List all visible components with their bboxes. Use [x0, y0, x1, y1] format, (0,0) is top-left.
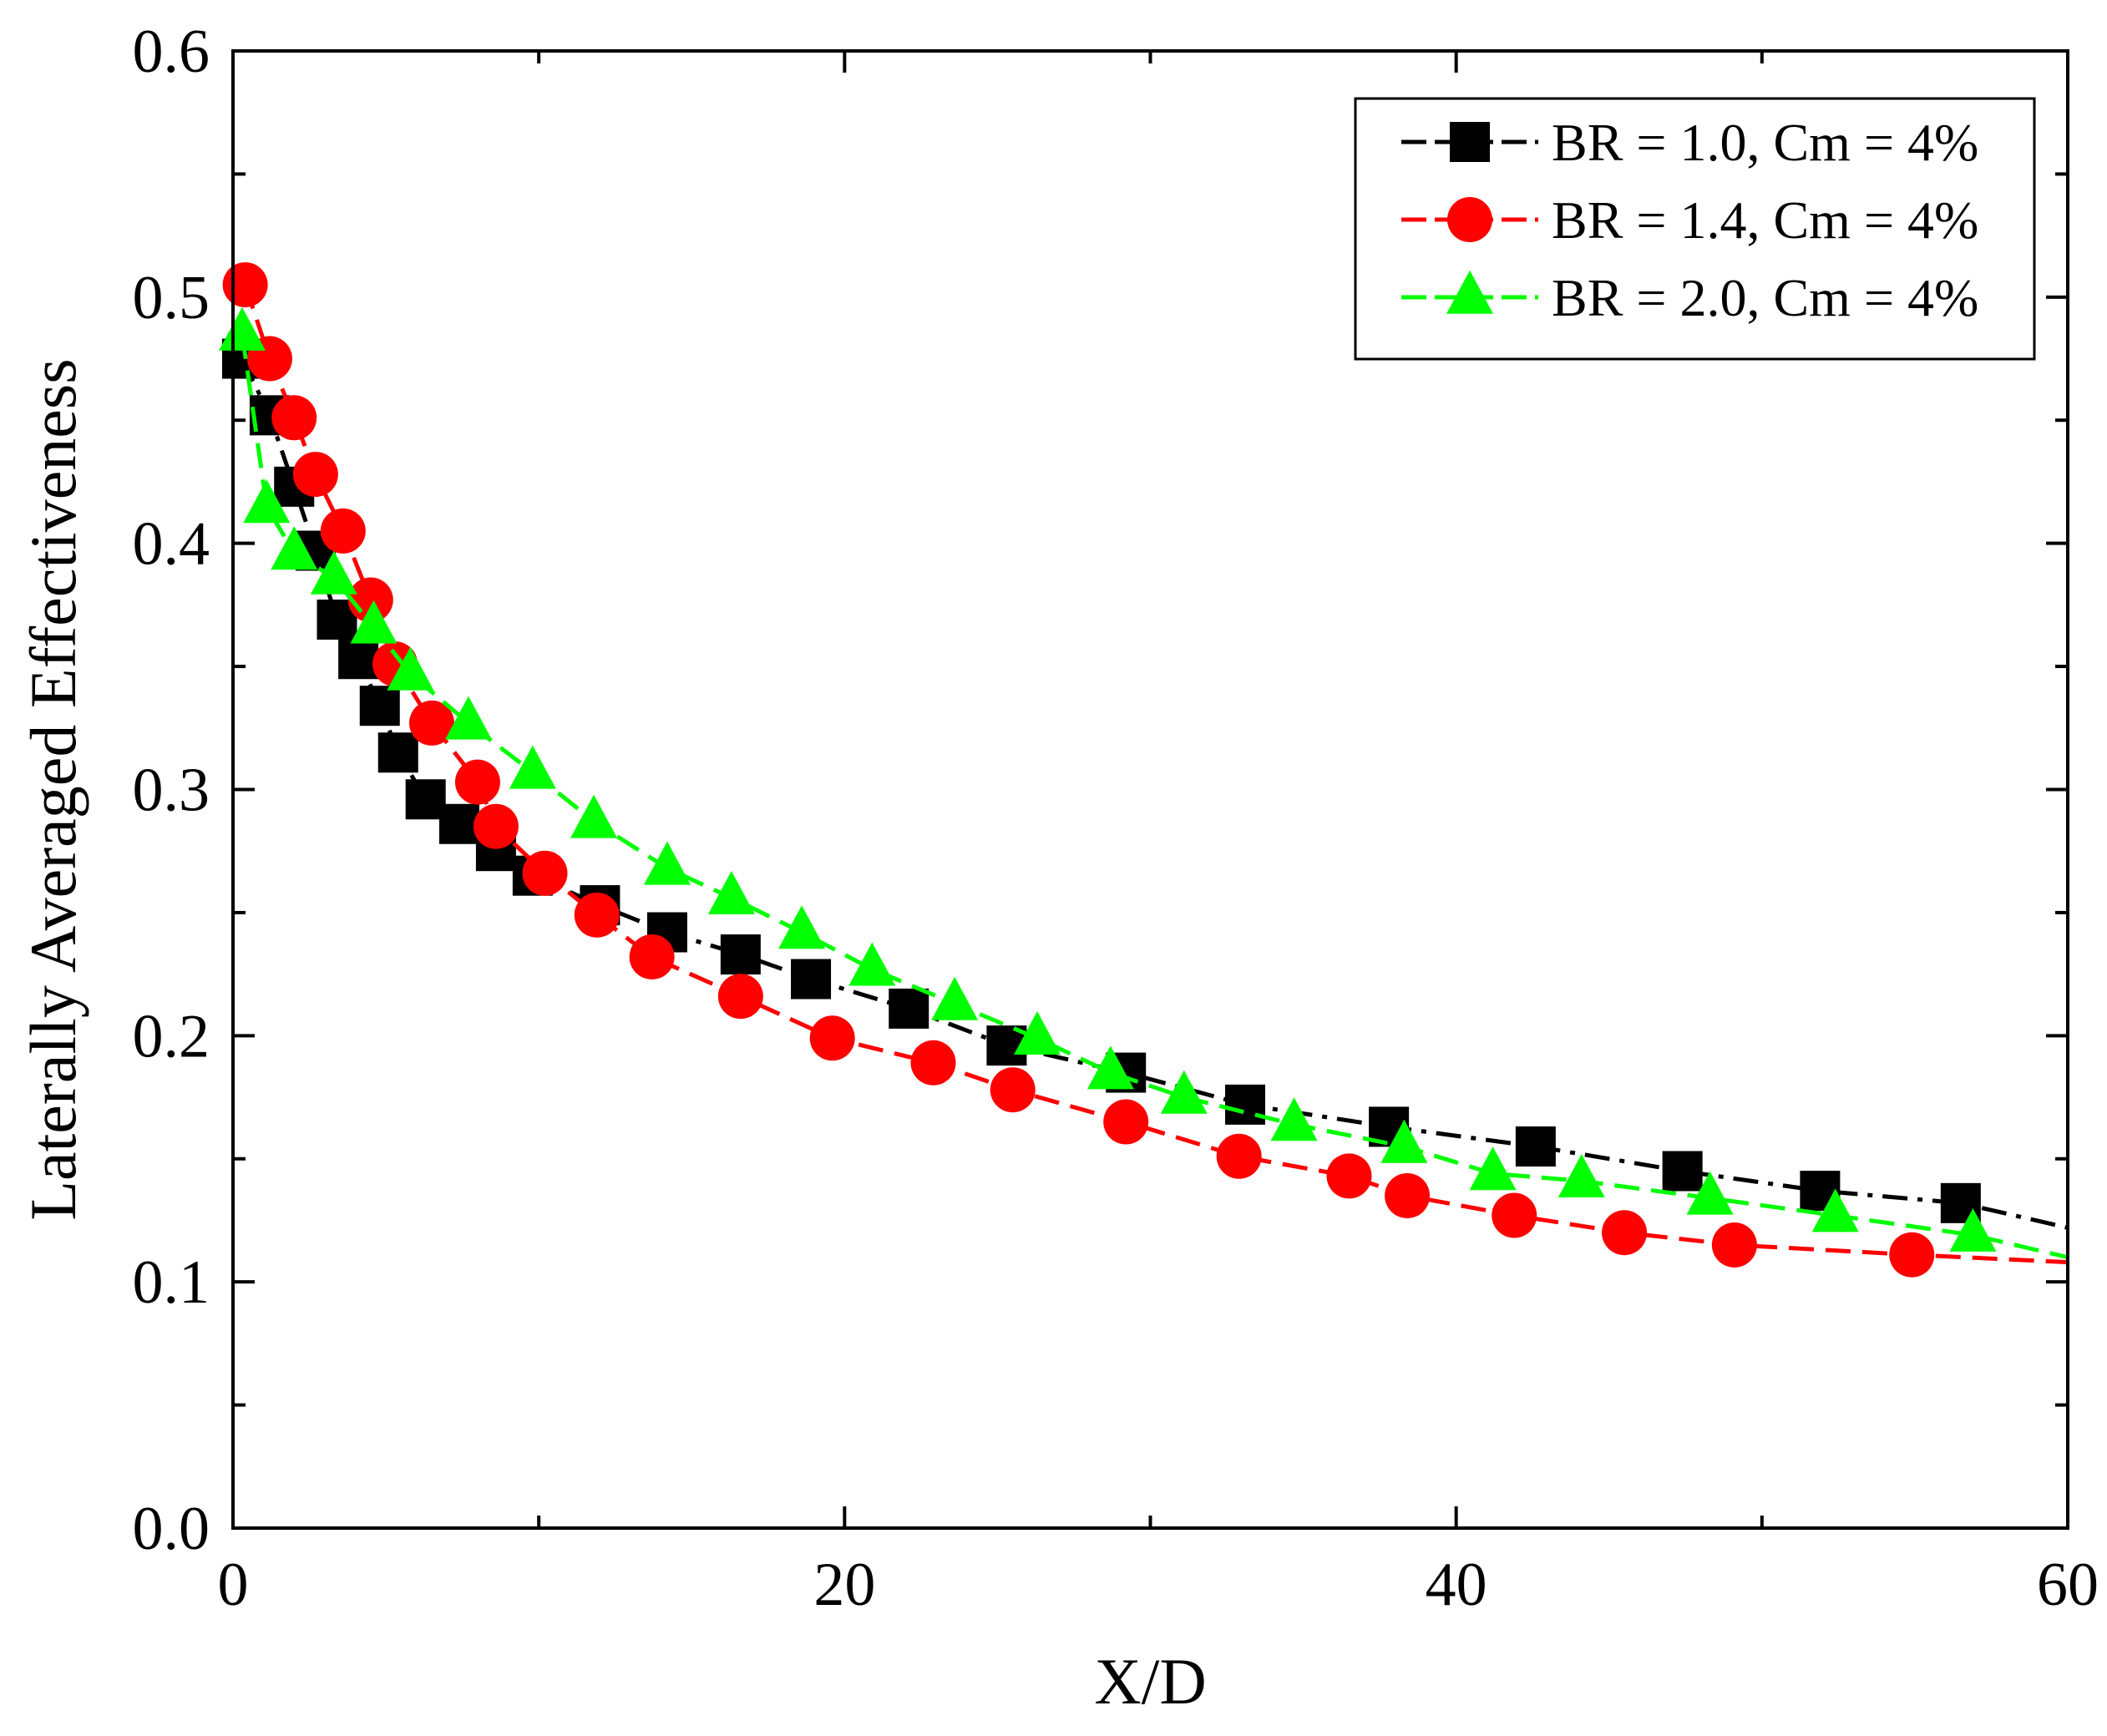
data-point — [574, 892, 620, 938]
data-point — [1515, 1126, 1556, 1167]
data-point — [409, 700, 455, 746]
data-point — [377, 732, 418, 773]
legend: BR = 1.0, Cm = 4% BR = 1.4, Cm = 4% BR = 2… — [1354, 97, 2036, 361]
data-point — [931, 976, 979, 1020]
data-point — [889, 988, 929, 1029]
x-tick-label: 60 — [2037, 1551, 2099, 1619]
y-tick-labels: 0.0 0.1 0.2 0.3 0.4 0.5 0.6 — [133, 18, 210, 1563]
x-axis-title: X/D — [1094, 1645, 1206, 1718]
plot-series — [218, 262, 2069, 1278]
data-point — [1686, 1171, 1734, 1215]
data-point — [1086, 1045, 1134, 1090]
data-point — [570, 794, 618, 838]
data-point — [1326, 1153, 1372, 1199]
data-point — [444, 696, 492, 740]
x-tick-label: 40 — [1426, 1551, 1487, 1619]
data-point — [778, 905, 826, 949]
y-tick-label: 0.2 — [133, 1002, 210, 1070]
data-point — [720, 934, 761, 975]
x-tick-label: 20 — [813, 1551, 875, 1619]
x-tick-label: 0 — [218, 1551, 249, 1619]
series-line — [240, 357, 2069, 1230]
legend-marker — [1450, 122, 1490, 162]
data-point — [1385, 1172, 1431, 1218]
legend-item: BR = 2.0, Cm = 4% — [1401, 268, 1978, 327]
y-tick-label: 0.4 — [133, 510, 210, 579]
data-point — [629, 934, 675, 979]
data-point — [1811, 1188, 1859, 1232]
data-point — [387, 646, 434, 691]
data-point — [1225, 1084, 1266, 1125]
data-point — [350, 600, 398, 644]
data-point — [791, 959, 832, 1000]
legend-label: BR = 2.0, Cm = 4% — [1552, 268, 1978, 327]
data-point — [522, 850, 568, 896]
data-point — [454, 759, 500, 805]
data-point — [1492, 1192, 1537, 1238]
data-point — [320, 508, 366, 554]
data-point — [509, 745, 556, 789]
y-axis-title: Laterally Averaged Effectiveness — [17, 358, 89, 1220]
series-2 — [222, 262, 2069, 1278]
series-line — [240, 333, 2069, 1260]
y-tick-label: 0.0 — [133, 1495, 210, 1563]
data-point — [990, 1067, 1036, 1113]
legend-label: BR = 1.4, Cm = 4% — [1552, 190, 1978, 250]
data-point — [717, 974, 763, 1020]
y-tick-label: 0.5 — [133, 264, 210, 332]
plot-frame — [231, 49, 2069, 1530]
data-point — [848, 942, 896, 986]
data-point — [1160, 1070, 1208, 1114]
data-point — [1216, 1133, 1262, 1179]
data-point — [359, 686, 400, 726]
data-point — [438, 803, 479, 844]
data-point — [1662, 1151, 1703, 1192]
data-point — [271, 395, 317, 441]
data-point — [1270, 1097, 1318, 1141]
data-point — [1602, 1210, 1648, 1256]
y-tick-label: 0.6 — [133, 18, 210, 86]
data-point — [271, 526, 318, 570]
legend-label: BR = 1.0, Cm = 4% — [1552, 113, 1978, 172]
data-point — [707, 870, 755, 914]
data-point — [222, 262, 268, 308]
legend-marker — [1446, 270, 1493, 314]
data-point — [218, 306, 266, 351]
data-point — [1380, 1119, 1428, 1163]
series-3 — [218, 306, 2069, 1260]
y-tick-label: 0.1 — [133, 1248, 210, 1317]
legend-item: BR = 1.0, Cm = 4% — [1401, 113, 1978, 172]
data-point — [1103, 1099, 1149, 1145]
data-point — [910, 1040, 956, 1086]
legend-item: BR = 1.4, Cm = 4% — [1401, 190, 1978, 250]
data-point — [1557, 1154, 1605, 1198]
data-point — [1889, 1232, 1935, 1278]
data-point — [292, 452, 338, 498]
data-point — [1469, 1146, 1517, 1191]
data-point — [473, 803, 519, 849]
x-tick-labels: 0 20 40 60 — [218, 1551, 2099, 1619]
data-point — [1014, 1011, 1061, 1055]
legend-marker — [1447, 197, 1492, 242]
y-tick-label: 0.3 — [133, 757, 210, 825]
data-point — [338, 639, 379, 680]
data-point — [1711, 1222, 1757, 1268]
data-point — [643, 841, 691, 885]
data-point — [1949, 1207, 1997, 1252]
data-point — [243, 479, 291, 524]
data-point — [405, 779, 446, 820]
data-point — [310, 550, 357, 595]
data-point — [809, 1015, 855, 1061]
